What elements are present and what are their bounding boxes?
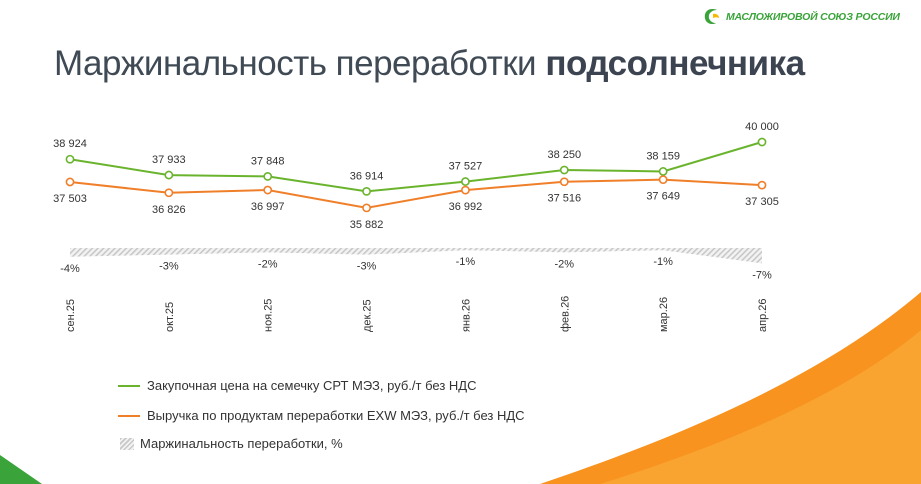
purchase-point [164, 170, 174, 180]
x-tick-label: янв.26 [460, 299, 472, 332]
revenue-label: 36 992 [449, 201, 483, 213]
purchase-label: 38 924 [53, 138, 87, 150]
margin-label: -7% [752, 269, 772, 281]
legend-label-revenue: Выручка по продуктам переработки EXW МЭЗ… [147, 408, 525, 423]
revenue-point [362, 203, 371, 213]
revenue-point [263, 185, 273, 195]
purchase-point [757, 137, 767, 147]
legend-label-purchase: Закупочная цена на семечку СРТ МЭЗ, руб.… [147, 378, 477, 393]
revenue-point [164, 188, 174, 198]
margin-label: -3% [357, 261, 377, 273]
purchase-line [69, 141, 763, 193]
purchase-label: 37 527 [449, 161, 483, 173]
x-tick-label: дек.25 [362, 299, 374, 332]
legend-label-margin: Маржинальность переработки, % [140, 436, 343, 451]
purchase-point [461, 177, 470, 186]
revenue-label: 35 882 [350, 219, 384, 231]
purchase-point [263, 172, 273, 181]
purchase-point [658, 167, 668, 176]
purchase-label: 40 000 [745, 121, 779, 133]
page-title: Маржинальность переработки подсолнечника [54, 44, 805, 84]
revenue-label: 37 305 [745, 196, 779, 208]
purchase-label: 37 933 [152, 154, 186, 166]
title-regular: Маржинальность переработки [54, 44, 546, 83]
purchase-label: 36 914 [350, 170, 384, 182]
legend-item-revenue: Выручка по продуктам переработки EXW МЭЗ… [118, 408, 525, 423]
purchase-label: 38 159 [646, 150, 680, 162]
margin-label: -1% [653, 256, 673, 268]
company-logo: МАСЛОЖИРОВОЙ СОЮЗ РОССИИ [702, 6, 914, 28]
purchase-point [559, 165, 569, 175]
revenue-point [65, 177, 75, 187]
x-tick-label: фев.26 [559, 296, 571, 332]
margin-label: -2% [555, 258, 575, 270]
revenue-point [559, 177, 569, 187]
x-tick-label: ноя.25 [263, 299, 275, 332]
revenue-point [757, 180, 767, 190]
x-tick-label: апр.26 [757, 299, 769, 332]
revenue-label: 37 649 [646, 191, 680, 203]
margin-label: -4% [60, 263, 80, 275]
revenue-label: 37 516 [547, 193, 581, 205]
legend-swatch-margin [120, 437, 134, 450]
x-tick-label: сен.25 [65, 299, 77, 332]
logo-text: МАСЛОЖИРОВОЙ СОЮЗ РОССИИ [726, 11, 900, 23]
purchase-point [362, 186, 371, 196]
title-bold: подсолнечника [545, 44, 805, 83]
margin-label: -2% [258, 258, 278, 270]
sunflower-leaf-icon [704, 9, 719, 25]
purchase-label: 38 250 [547, 149, 581, 161]
margin-label: -3% [159, 261, 179, 273]
revenue-point [461, 185, 470, 195]
x-tick-label: мар.26 [658, 297, 670, 332]
x-tick-label: окт.25 [164, 302, 176, 332]
revenue-point [658, 175, 668, 185]
revenue-label: 36 826 [152, 204, 186, 216]
purchase-point [65, 154, 75, 164]
revenue-label: 36 997 [251, 201, 285, 213]
revenue-line [69, 178, 763, 209]
legend-swatch-revenue [118, 414, 140, 417]
revenue-label: 37 503 [53, 193, 87, 205]
purchase-label: 37 848 [251, 155, 285, 167]
legend-item-purchase: Закупочная цена на семечку СРТ МЭЗ, руб.… [118, 378, 476, 393]
margin-label: -1% [456, 256, 476, 268]
legend-swatch-purchase [118, 384, 140, 387]
margin-area [70, 248, 762, 264]
legend-item-margin: Маржинальность переработки, % [118, 436, 343, 451]
